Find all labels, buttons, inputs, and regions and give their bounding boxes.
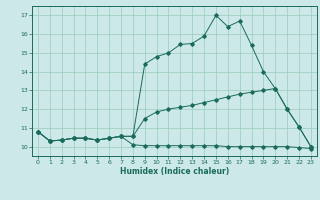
X-axis label: Humidex (Indice chaleur): Humidex (Indice chaleur) bbox=[120, 167, 229, 176]
